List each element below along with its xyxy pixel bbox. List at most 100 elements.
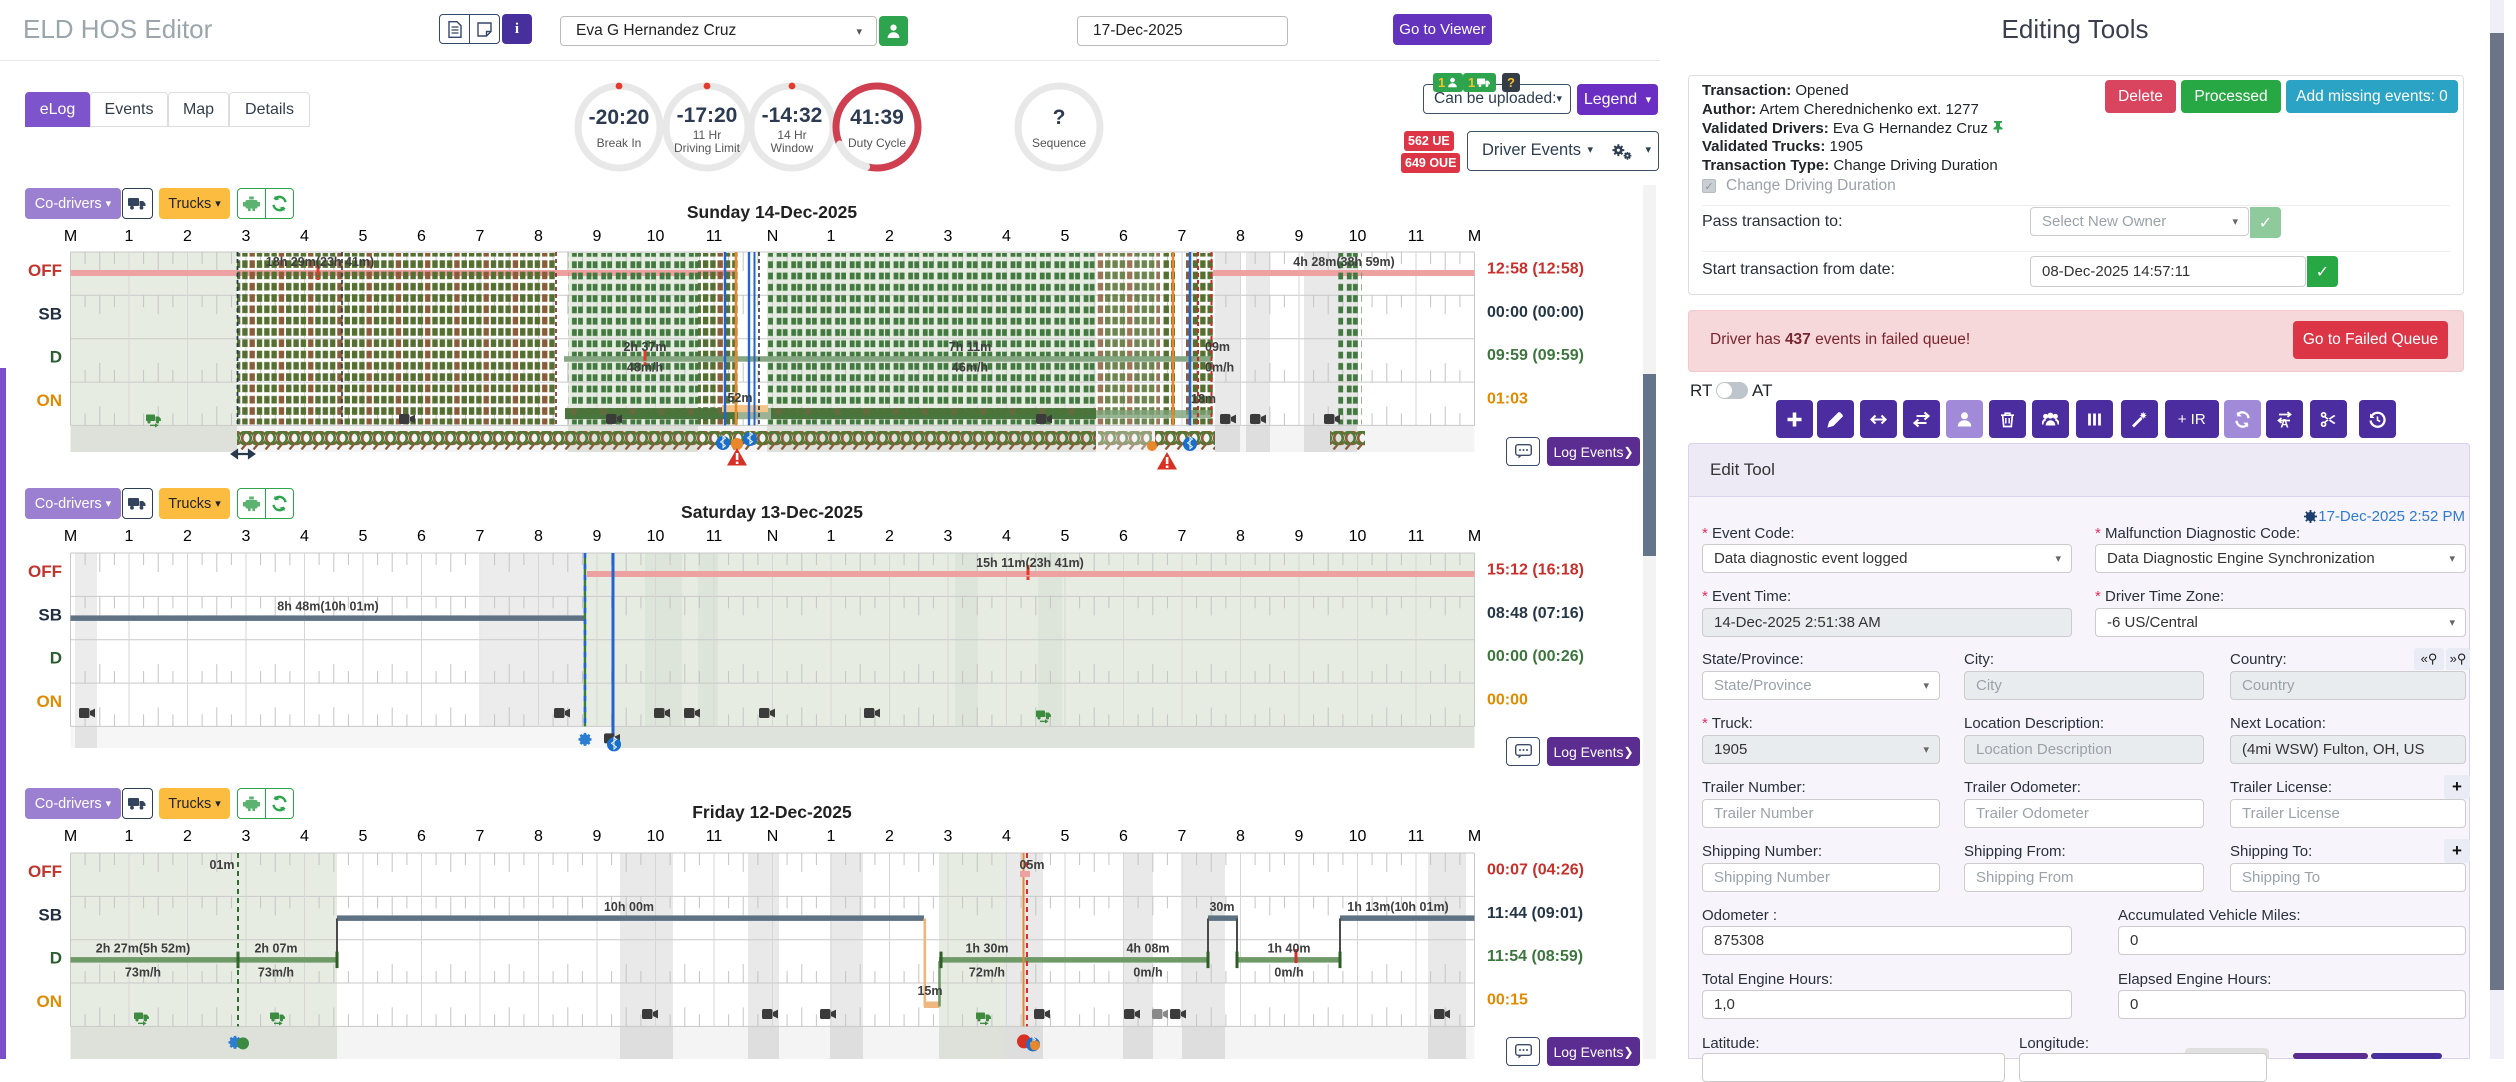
svg-text:11: 11 xyxy=(1408,228,1425,245)
svg-text:5: 5 xyxy=(359,528,368,545)
svg-text:1h 30m: 1h 30m xyxy=(965,942,1008,956)
svg-text:52m: 52m xyxy=(727,391,752,405)
svg-text:Sequence: Sequence xyxy=(1032,136,1086,150)
svg-text:11: 11 xyxy=(1408,528,1425,545)
svg-text:05m: 05m xyxy=(1019,858,1044,872)
svg-text:M: M xyxy=(1468,828,1481,845)
svg-text:4: 4 xyxy=(1002,528,1011,545)
svg-text:4: 4 xyxy=(300,528,309,545)
svg-text:00:00 (00:00): 00:00 (00:00) xyxy=(1487,304,1584,321)
svg-text:Driving Limit: Driving Limit xyxy=(674,141,741,155)
svg-text:11:44 (09:01): 11:44 (09:01) xyxy=(1487,905,1583,922)
svg-text:11 Hr: 11 Hr xyxy=(693,128,721,142)
svg-text:15:12 (16:18): 15:12 (16:18) xyxy=(1487,562,1584,579)
svg-text:3: 3 xyxy=(944,828,953,845)
svg-text:3: 3 xyxy=(242,528,251,545)
svg-text:9: 9 xyxy=(1295,828,1304,845)
svg-text:73m/h: 73m/h xyxy=(258,966,294,980)
svg-text:5: 5 xyxy=(1061,528,1070,545)
svg-text:2: 2 xyxy=(183,528,192,545)
svg-text:7: 7 xyxy=(476,828,485,845)
svg-text:1: 1 xyxy=(827,528,836,545)
svg-text:1: 1 xyxy=(827,228,836,245)
svg-text:4: 4 xyxy=(1002,228,1011,245)
svg-text:08:48 (07:16): 08:48 (07:16) xyxy=(1487,605,1584,622)
svg-text:2: 2 xyxy=(885,528,894,545)
svg-text:5: 5 xyxy=(359,228,368,245)
svg-text:9: 9 xyxy=(593,228,602,245)
svg-text:1h 40m: 1h 40m xyxy=(1267,942,1310,956)
svg-text:3: 3 xyxy=(242,828,251,845)
svg-text:0m/h: 0m/h xyxy=(1205,361,1234,375)
svg-text:2: 2 xyxy=(183,828,192,845)
svg-text:9: 9 xyxy=(1295,528,1304,545)
svg-text:9: 9 xyxy=(593,528,602,545)
svg-text:5: 5 xyxy=(359,828,368,845)
svg-text:10: 10 xyxy=(647,528,665,545)
svg-text:ON: ON xyxy=(37,992,63,1011)
svg-text:01m: 01m xyxy=(209,858,234,872)
svg-text:0m/h: 0m/h xyxy=(1133,966,1162,980)
svg-text:ON: ON xyxy=(37,391,63,410)
svg-text:11:54 (08:59): 11:54 (08:59) xyxy=(1487,948,1583,965)
svg-text:10h 00m: 10h 00m xyxy=(604,900,654,914)
svg-text:11: 11 xyxy=(706,228,723,245)
svg-text:2: 2 xyxy=(183,228,192,245)
svg-text:09:59 (09:59): 09:59 (09:59) xyxy=(1487,347,1584,364)
svg-text:Friday 12-Dec-2025: Friday 12-Dec-2025 xyxy=(692,802,852,822)
svg-text:11: 11 xyxy=(706,528,723,545)
svg-text:8: 8 xyxy=(534,828,543,845)
svg-text:OFF: OFF xyxy=(28,862,62,881)
svg-text:5: 5 xyxy=(1061,228,1070,245)
svg-text:1h 13m(10h 01m): 1h 13m(10h 01m) xyxy=(1347,900,1448,914)
svg-text:4h 08m: 4h 08m xyxy=(1126,942,1169,956)
svg-text:10: 10 xyxy=(1349,828,1367,845)
svg-text:72m/h: 72m/h xyxy=(969,966,1005,980)
svg-text:4: 4 xyxy=(300,828,309,845)
svg-text:M: M xyxy=(64,228,77,245)
svg-text:7: 7 xyxy=(1178,228,1187,245)
svg-text:1: 1 xyxy=(827,828,836,845)
svg-text:8: 8 xyxy=(1236,228,1245,245)
svg-text:4h 28m(38h 59m): 4h 28m(38h 59m) xyxy=(1293,255,1394,269)
svg-text:8: 8 xyxy=(1236,828,1245,845)
svg-text:9: 9 xyxy=(593,828,602,845)
svg-text:N: N xyxy=(767,828,779,845)
svg-text:D: D xyxy=(50,348,62,367)
svg-text:10: 10 xyxy=(647,828,665,845)
svg-text:8h 48m(10h 01m): 8h 48m(10h 01m) xyxy=(277,599,378,613)
svg-text:09m: 09m xyxy=(1205,340,1230,354)
svg-text:2: 2 xyxy=(885,828,894,845)
svg-text:7: 7 xyxy=(476,528,485,545)
svg-text:46m/h: 46m/h xyxy=(952,361,988,375)
svg-text:01:03: 01:03 xyxy=(1487,391,1528,408)
svg-text:Saturday 13-Dec-2025: Saturday 13-Dec-2025 xyxy=(681,502,863,522)
svg-text:2h 07m: 2h 07m xyxy=(254,942,297,956)
svg-text:M: M xyxy=(64,828,77,845)
svg-text:6: 6 xyxy=(1119,828,1128,845)
svg-text:1: 1 xyxy=(125,528,134,545)
svg-text:11: 11 xyxy=(706,828,723,845)
svg-text:00:07 (04:26): 00:07 (04:26) xyxy=(1487,862,1584,879)
svg-text:M: M xyxy=(1468,528,1481,545)
svg-text:5: 5 xyxy=(1061,828,1070,845)
svg-text:14 Hr: 14 Hr xyxy=(777,128,806,142)
svg-text:OFF: OFF xyxy=(28,261,62,280)
svg-text:M: M xyxy=(1468,228,1481,245)
svg-text:1: 1 xyxy=(125,828,134,845)
svg-text:8: 8 xyxy=(1236,528,1245,545)
svg-text:6: 6 xyxy=(417,228,426,245)
svg-text:A: A xyxy=(2281,418,2289,428)
svg-text:Duty Cycle: Duty Cycle xyxy=(848,136,906,150)
svg-text:D: D xyxy=(50,949,62,968)
svg-text:N: N xyxy=(767,528,779,545)
svg-text:18h 29m(23h 41m): 18h 29m(23h 41m) xyxy=(266,255,374,269)
svg-text:41:39: 41:39 xyxy=(850,106,904,129)
svg-text:3: 3 xyxy=(242,228,251,245)
svg-text:4: 4 xyxy=(1002,828,1011,845)
svg-text:M: M xyxy=(64,528,77,545)
svg-text:9: 9 xyxy=(1295,228,1304,245)
svg-text:3: 3 xyxy=(944,228,953,245)
svg-text:3: 3 xyxy=(944,528,953,545)
svg-text:6: 6 xyxy=(417,528,426,545)
